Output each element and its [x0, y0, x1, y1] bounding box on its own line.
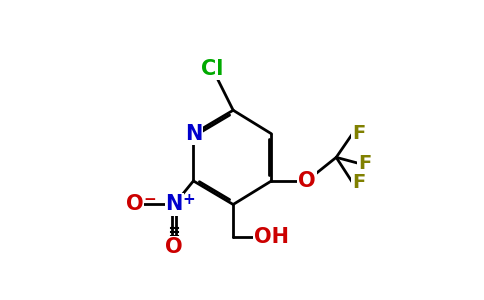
Text: Cl: Cl	[201, 59, 224, 79]
Text: F: F	[352, 124, 366, 143]
Text: N: N	[185, 124, 202, 144]
Text: −: −	[143, 192, 156, 207]
Text: F: F	[352, 173, 366, 192]
Text: O: O	[126, 194, 143, 214]
Text: O: O	[298, 171, 316, 191]
Text: +: +	[182, 192, 195, 207]
Text: O: O	[166, 237, 183, 257]
Text: OH: OH	[254, 227, 289, 247]
Text: F: F	[358, 154, 372, 173]
Text: N: N	[166, 194, 183, 214]
